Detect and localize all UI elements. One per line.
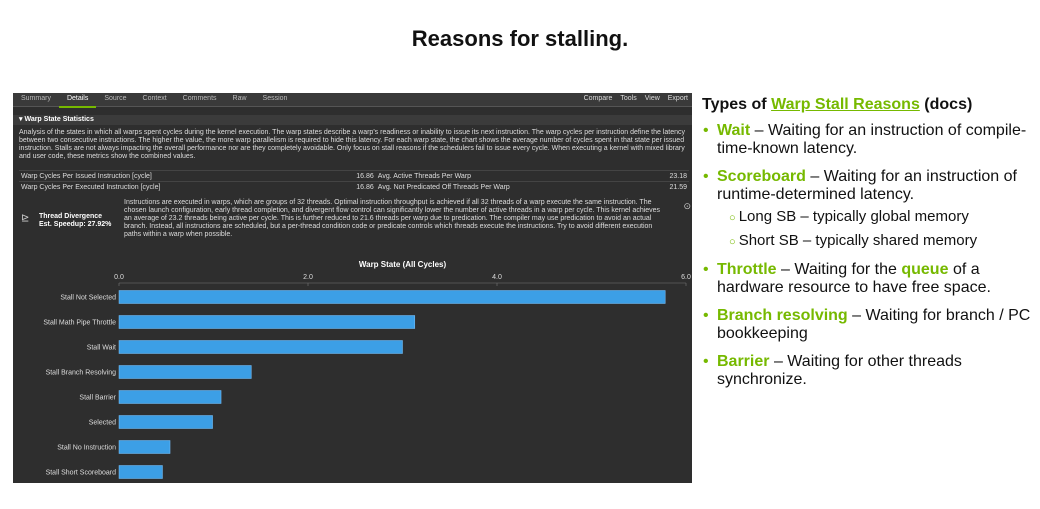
x-tick-label: 6.0: [681, 274, 691, 281]
bar: [118, 365, 252, 379]
toolbar-button[interactable]: Compare: [583, 95, 613, 102]
term: Barrier: [717, 353, 770, 370]
tab[interactable]: Comments: [182, 95, 217, 102]
bullet-text: – Waiting for the: [781, 261, 897, 278]
tab[interactable]: Summary: [21, 95, 51, 102]
bar: [118, 315, 416, 329]
category-label: Stall Wait: [87, 345, 116, 352]
tab[interactable]: Source: [104, 95, 127, 102]
bullet-item: Wait – Waiting for an instruction of com…: [703, 122, 1032, 158]
docs-link[interactable]: Warp Stall Reasons: [771, 96, 920, 113]
bar: [118, 340, 403, 354]
metric-row: Warp Cycles Per Issued Instruction [cycl…: [19, 170, 689, 182]
bullet-text: – Waiting for branch / PC bookkeeping: [717, 307, 1031, 342]
bullet-text: – Waiting for other threads synchronize.: [717, 353, 962, 388]
chart-title: Warp State (All Cycles): [359, 260, 447, 269]
category-label: Selected: [89, 420, 116, 427]
category-label: Stall Math Pipe Throttle: [43, 320, 116, 327]
bullet-item: Scoreboard – Waiting for an instruction …: [703, 168, 1032, 251]
sub-list: Long SB – typically global memory Short S…: [717, 208, 1032, 251]
toolbar-button[interactable]: Export: [667, 95, 688, 102]
metric-cell: 16.86: [333, 170, 376, 182]
metric-cell: Avg. Not Predicated Off Threads Per Warp: [375, 181, 647, 192]
bar: [118, 390, 222, 404]
metric-cell: 16.86: [333, 181, 376, 192]
bar: [118, 465, 163, 479]
close-icon[interactable]: ⊙: [683, 201, 691, 211]
bullet-item: Barrier – Waiting for other threads sync…: [703, 353, 1032, 389]
divergence-title: Thread Divergence Est. Speedup: 27.92%: [39, 213, 111, 229]
bullet-text: – Waiting for an instruction of compile-…: [717, 122, 1027, 157]
category-label: Stall No Instruction: [57, 445, 116, 452]
bullet-text: of a hardware resource to have free spac…: [717, 261, 991, 296]
notes: Types of Warp Stall Reasons (docs) Wait …: [702, 96, 1032, 399]
section-header[interactable]: ▾ Warp State Statistics: [13, 115, 692, 125]
category-label: Stall Barrier: [79, 395, 116, 402]
category-label: Stall Branch Resolving: [46, 370, 117, 377]
x-tick-label: 2.0: [303, 274, 313, 281]
bar: [118, 415, 213, 429]
section-title: Warp State Statistics: [24, 116, 94, 123]
heading-prefix: Types of: [702, 96, 767, 113]
icon: ⊵: [21, 213, 30, 224]
metric-cell: Warp Cycles Per Executed Instruction [cy…: [19, 181, 333, 192]
divergence-text: Instructions are executed in warps, whic…: [124, 199, 661, 238]
tab-bar: Summary Details Source Context Comments Raw Se…: [13, 93, 692, 108]
term: Branch resolving: [717, 307, 848, 324]
toolbar-button[interactable]: View: [644, 95, 660, 102]
category-label: Stall Short Scoreboard: [46, 470, 117, 477]
bar: [118, 290, 666, 304]
tab[interactable]: Context: [142, 95, 167, 102]
bullet-text: – Waiting for an instruction of runtime-…: [717, 168, 1017, 203]
heading-suffix: (docs): [924, 96, 973, 113]
metrics-table: Warp Cycles Per Issued Instruction [cycl…: [19, 170, 689, 192]
divergence-box: ⊵ Thread Divergence Est. Speedup: 27.92%…: [19, 199, 691, 245]
notes-heading: Types of Warp Stall Reasons (docs): [702, 96, 1032, 114]
bullet-item: Branch resolving – Waiting for branch / …: [703, 307, 1032, 343]
divergence-name: Thread Divergence: [39, 213, 103, 220]
bullet-item: Throttle – Waiting for the queue of a ha…: [703, 261, 1032, 297]
term: Scoreboard: [717, 168, 806, 185]
bar: [118, 440, 171, 454]
chart: Warp State (All Cycles) 0.0 2.0 4.0 6.0 Stall…: [43, 260, 691, 479]
metric-cell: 21.59: [646, 181, 689, 192]
divergence-speedup: Est. Speedup: 27.92%: [39, 221, 112, 228]
category-label: Stall Not Selected: [60, 295, 116, 302]
bullet-list: Wait – Waiting for an instruction of com…: [702, 122, 1032, 389]
metric-row: Warp Cycles Per Executed Instruction [cy…: [19, 181, 689, 192]
highlight: queue: [901, 261, 949, 278]
description: Analysis of the states in which all warp…: [19, 129, 686, 160]
tab[interactable]: Details: [58, 93, 97, 108]
metric-cell: 23.18: [646, 170, 689, 182]
metric-cell: Warp Cycles Per Issued Instruction [cycl…: [19, 170, 333, 182]
toolbar: Compare Tools View Export: [576, 95, 688, 102]
tab[interactable]: Raw: [232, 95, 247, 102]
metric-cell: Avg. Active Threads Per Warp: [375, 170, 647, 182]
sub-item: Short SB – typically shared memory: [729, 232, 1032, 251]
term: Throttle: [717, 261, 777, 278]
slide-title: Reasons for stalling.: [411, 26, 629, 51]
term: Wait: [717, 122, 751, 139]
sub-item: Long SB – typically global memory: [729, 208, 1032, 227]
tab[interactable]: Session: [262, 95, 288, 102]
x-tick-label: 0.0: [114, 274, 124, 281]
x-tick-label: 4.0: [492, 274, 502, 281]
toolbar-button[interactable]: Tools: [620, 95, 637, 102]
